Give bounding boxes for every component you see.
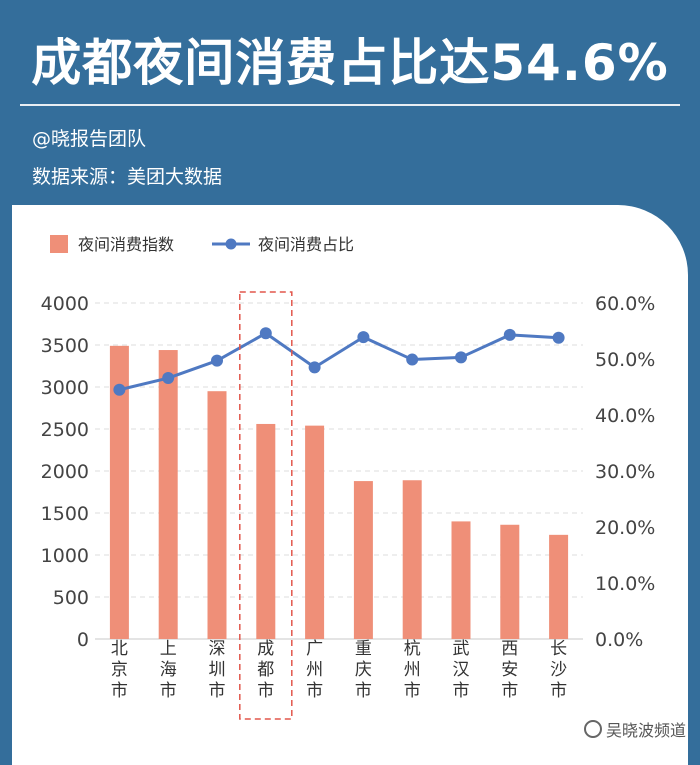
right-tick-label: 20.0%	[595, 517, 655, 539]
line-point-5	[308, 361, 321, 374]
left-tick-label: 500	[53, 587, 89, 609]
bar-9	[500, 524, 520, 639]
bar-2	[158, 350, 178, 639]
highlight-box	[239, 291, 293, 720]
left-tick-label: 1500	[41, 503, 89, 525]
line-point-4	[259, 327, 272, 340]
x-tick-label: 上海市	[160, 639, 177, 701]
right-tick-label: 0.0%	[595, 629, 643, 651]
line-point-6	[357, 331, 370, 344]
left-tick-label: 2000	[41, 461, 89, 483]
bar-1	[109, 345, 129, 639]
line-series	[113, 327, 565, 396]
bar-10	[549, 534, 569, 639]
left-tick-label: 3000	[41, 377, 89, 399]
left-tick-label: 2500	[41, 419, 89, 441]
bar-5	[305, 425, 325, 639]
x-tick-label: 西安市	[501, 639, 518, 701]
left-tick-label: 1000	[41, 545, 89, 567]
bar-series	[109, 345, 569, 639]
bar-3	[207, 391, 227, 639]
author-credit: @晓报告团队	[32, 128, 147, 150]
watermark-icon	[583, 720, 602, 738]
line-path	[119, 331, 559, 392]
data-source: 数据来源：美团大数据	[32, 166, 223, 188]
legend-bar-swatch	[50, 235, 68, 253]
left-tick-label: 0	[77, 629, 89, 651]
x-tick-label: 深圳市	[209, 639, 226, 701]
chart-title: 成都夜间消费占比达54.6%	[31, 34, 669, 92]
right-axis: 0.0% 10.0% 20.0% 30.0% 40.0% 50.0% 60.0%	[595, 293, 655, 651]
x-tick-label: 北京市	[111, 639, 128, 701]
bar-7	[402, 480, 422, 639]
watermark-text: 吴晓波频道	[605, 721, 686, 740]
x-tick-label: 武汉市	[453, 639, 470, 701]
line-point-2	[162, 372, 175, 385]
right-tick-label: 50.0%	[595, 349, 655, 371]
bar-6	[353, 481, 373, 639]
legend-line-label: 夜间消费占比	[258, 235, 354, 254]
right-tick-label: 30.0%	[595, 461, 655, 483]
x-tick-label: 杭州市	[404, 639, 421, 701]
left-tick-label: 3500	[41, 335, 89, 357]
watermark: 吴晓波频道	[583, 717, 686, 741]
right-tick-label: 60.0%	[595, 293, 655, 315]
title-divider	[20, 104, 680, 106]
line-point-7	[406, 353, 419, 366]
x-tick-label: 长沙市	[550, 639, 567, 701]
left-tick-label: 4000	[41, 293, 89, 315]
line-point-8	[455, 351, 467, 364]
line-point-3	[211, 354, 223, 367]
legend-line-marker	[225, 238, 237, 250]
x-tick-label: 重庆市	[355, 639, 372, 701]
legend-bar-label: 夜间消费指数	[78, 235, 174, 254]
bar-4	[256, 423, 276, 639]
x-axis-labels: 北京市 上海市 深圳市 成都市 广州市 重庆市 杭州市 武汉市 西安市 长沙市	[111, 639, 567, 701]
left-axis: 0 500 1000 1500 2000 2500 3000 3500 4000	[41, 293, 89, 651]
line-point-10	[552, 331, 565, 344]
x-tick-label: 成都市	[257, 639, 274, 701]
x-tick-label: 广州市	[306, 639, 323, 701]
right-tick-label: 40.0%	[595, 405, 655, 427]
legend: 夜间消费指数 夜间消费占比	[50, 235, 354, 254]
line-point-1	[113, 383, 126, 396]
line-point-9	[503, 328, 516, 341]
right-tick-label: 10.0%	[595, 573, 655, 595]
bar-8	[451, 521, 471, 639]
